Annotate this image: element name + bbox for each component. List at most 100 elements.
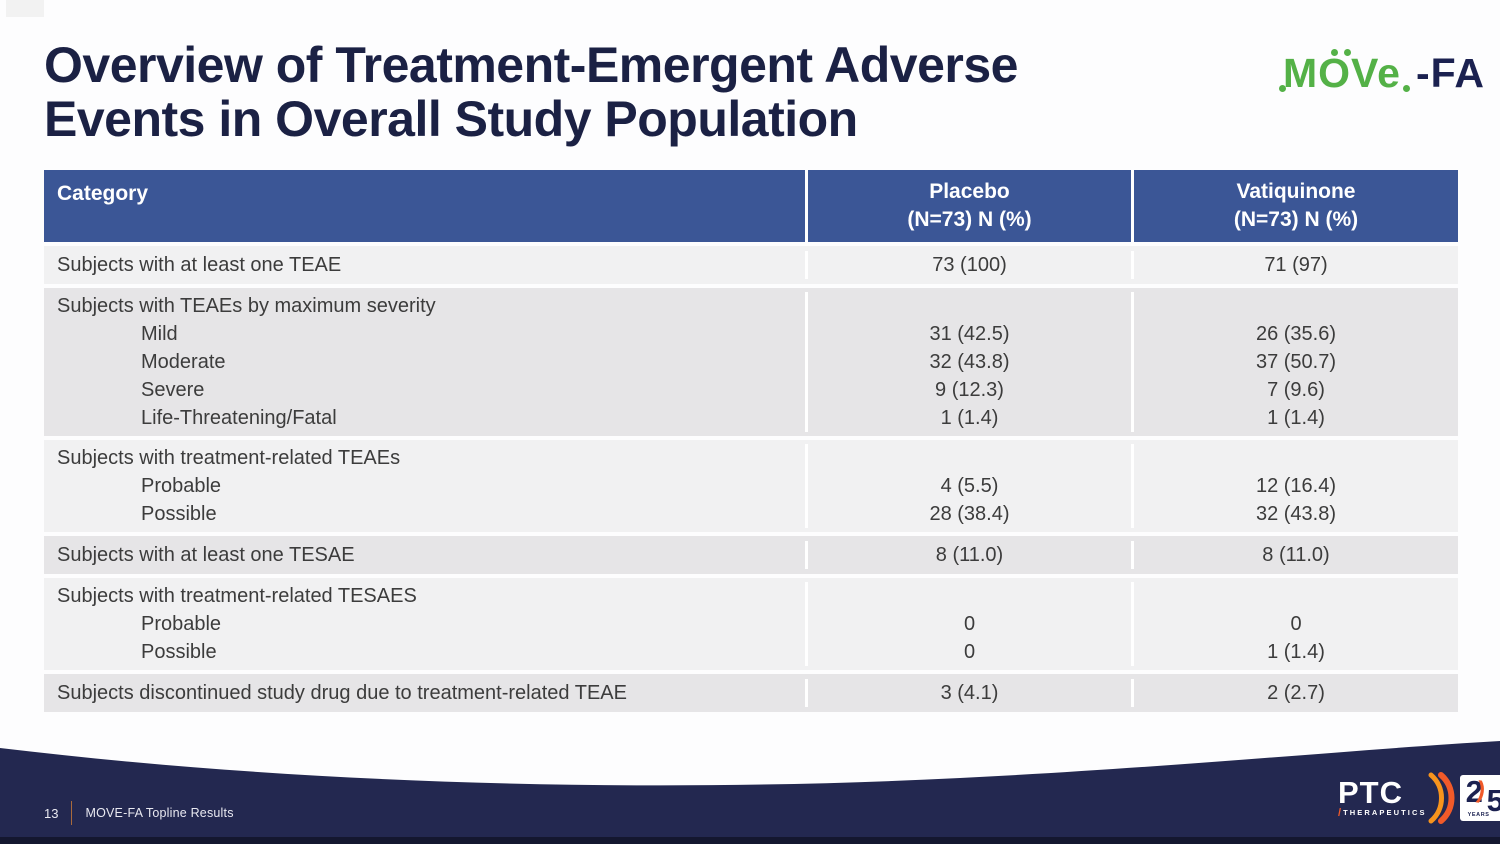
logo-dot-icon — [1402, 85, 1410, 92]
placebo-value: 28 (38.4) — [808, 500, 1134, 528]
slide-title-line1: Overview of Treatment-Emergent Adverse — [44, 37, 1018, 93]
footer-wave — [0, 741, 1500, 844]
move-fa-logo: MOVe -FA — [1279, 49, 1485, 97]
placebo-value: 0 — [808, 610, 1134, 638]
vatiquinone-value: 26 (35.6) — [1255, 323, 1337, 345]
ptc-name: PTC — [1338, 774, 1403, 810]
adverse-events-table: Category Placebo (N=73) N (%) Vatiquinon… — [44, 170, 1458, 716]
move-fa-logo-fa: -FA — [1415, 50, 1485, 96]
footer-wave-shape — [0, 741, 1500, 844]
placebo-value: 0 — [808, 638, 1134, 666]
row-label: Probable — [44, 472, 808, 500]
table-row: Subjects with treatment-related TESAES — [44, 582, 1458, 610]
move-fa-logo-move-text: MOVe — [1283, 50, 1401, 96]
ptc-25-years-badge: 2 ) 5 YEARS — [1459, 774, 1500, 821]
placebo-value: 32 (43.8) — [808, 348, 1134, 376]
ptc-years-digit-2: 2 — [1465, 774, 1483, 809]
table-row: Possible 0 1 (1.4) — [44, 638, 1458, 666]
vatiquinone-value: 2 (2.7) — [1267, 682, 1325, 704]
row-label: Mild — [44, 320, 808, 348]
vatiquinone-value: 8 (11.0) — [1262, 544, 1330, 566]
slide-title: Overview of Treatment-Emergent Adverse E… — [44, 38, 1144, 146]
table-row: Probable 4 (5.5) 12 (16.4) — [44, 472, 1458, 500]
row-label: Subjects with treatment-related TEAEs — [44, 444, 808, 472]
placebo-value: 73 (100) — [808, 251, 1134, 279]
row-label: Severe — [44, 376, 808, 404]
table-row: Probable 0 0 — [44, 610, 1458, 638]
vatiquinone-value: 32 (43.8) — [1255, 503, 1337, 525]
ptc-swoosh-icon — [1428, 772, 1455, 824]
header-vatiquinone: Vatiquinone (N=73) N (%) — [1134, 170, 1458, 242]
header-vatiquinone-line1: Vatiquinone — [1236, 180, 1356, 203]
placebo-value: 3 (4.1) — [808, 679, 1134, 707]
table-row: Subjects with at least one TESAE 8 (11.0… — [44, 541, 1458, 569]
placebo-value: 9 (12.3) — [808, 376, 1134, 404]
row-label: Subjects with at least one TESAE — [44, 541, 808, 569]
table-section: Subjects with at least one TEAE 73 (100)… — [44, 246, 1458, 284]
header-placebo-line2: (N=73) N (%) — [907, 208, 1032, 231]
footer-divider — [71, 801, 73, 825]
table-section: Subjects discontinued study drug due to … — [44, 674, 1458, 712]
table-row: Subjects with treatment-related TEAEs — [44, 444, 1458, 472]
ptc-years-label: YEARS — [1467, 812, 1490, 818]
vatiquinone-value: 7 (9.6) — [1267, 379, 1325, 401]
ptc-therapeutics-logo: PTC / THERAPEUTICS 2 ) 5 YEARS — [1338, 772, 1500, 824]
table-section: Subjects with treatment-related TEAEs Pr… — [44, 440, 1458, 532]
vatiquinone-value: 0 — [1290, 613, 1302, 635]
vatiquinone-value: 1 (1.4) — [1267, 641, 1325, 663]
table-row: Subjects with at least one TEAE 73 (100)… — [44, 251, 1458, 279]
page-number: 13 — [44, 805, 59, 821]
ptc-years-digit-5: 5 — [1486, 783, 1500, 818]
ptc-subtitle: THERAPEUTICS — [1343, 808, 1427, 817]
row-label: Moderate — [44, 348, 808, 376]
table-row: Subjects discontinued study drug due to … — [44, 679, 1458, 707]
row-label: Life-Threatening/Fatal — [44, 404, 808, 432]
table-row: Moderate 32 (43.8) 37 (50.7) — [44, 348, 1458, 376]
vatiquinone-value — [1134, 582, 1458, 610]
table-row: Life-Threatening/Fatal 1 (1.4) 1 (1.4) — [44, 404, 1458, 432]
placebo-value: 31 (42.5) — [808, 320, 1134, 348]
table-row: Severe 9 (12.3) 7 (9.6) — [44, 376, 1458, 404]
logo-dot-icon — [1331, 49, 1338, 56]
row-label: Subjects with treatment-related TESAES — [44, 582, 808, 610]
header-placebo: Placebo (N=73) N (%) — [808, 170, 1134, 242]
footer-label: MOVE-FA Topline Results — [85, 806, 234, 820]
logo-dot-icon — [1344, 49, 1351, 56]
ptc-slash-icon: / — [1338, 806, 1342, 819]
slide-title-line2: Events in Overall Study Population — [44, 91, 858, 147]
table-section: Subjects with treatment-related TESAES P… — [44, 578, 1458, 670]
header-placebo-line1: Placebo — [929, 180, 1010, 203]
vatiquinone-value: 1 (1.4) — [1267, 407, 1325, 429]
table-section: Subjects with at least one TESAE 8 (11.0… — [44, 536, 1458, 574]
move-fa-logo-move: MOVe — [1279, 49, 1410, 97]
vatiquinone-value: 37 (50.7) — [1255, 351, 1337, 373]
table-section: Subjects with TEAEs by maximum severity … — [44, 288, 1458, 436]
vatiquinone-value: 71 (97) — [1264, 254, 1328, 276]
table-header-row: Category Placebo (N=73) N (%) Vatiquinon… — [44, 170, 1458, 242]
row-label: Probable — [44, 610, 808, 638]
header-vatiquinone-line2: (N=73) N (%) — [1233, 208, 1359, 231]
placebo-value — [808, 582, 1134, 610]
table-row: Subjects with TEAEs by maximum severity — [44, 292, 1458, 320]
vatiquinone-value — [1134, 444, 1458, 472]
ptc-sub-row: / THERAPEUTICS — [1338, 807, 1427, 819]
table-row: Mild 31 (42.5) 26 (35.6) — [44, 320, 1458, 348]
screen-artifact — [6, 0, 44, 17]
vatiquinone-value: 12 (16.4) — [1255, 475, 1337, 497]
row-label: Possible — [44, 638, 808, 666]
ptc-text-block: PTC / THERAPEUTICS — [1338, 774, 1427, 819]
footer-meta: 13 MOVE-FA Topline Results — [44, 801, 234, 825]
row-label: Subjects with at least one TEAE — [44, 251, 808, 279]
logo-dot-icon — [1279, 85, 1286, 92]
vatiquinone-value — [1134, 292, 1458, 320]
table-row: Possible 28 (38.4) 32 (43.8) — [44, 500, 1458, 528]
row-label: Possible — [44, 500, 808, 528]
header-category: Category — [44, 170, 808, 242]
row-label: Subjects discontinued study drug due to … — [44, 679, 808, 707]
placebo-value — [808, 444, 1134, 472]
placebo-value: 4 (5.5) — [808, 472, 1134, 500]
bottom-edge — [0, 837, 1500, 844]
placebo-value: 8 (11.0) — [808, 541, 1134, 569]
row-label: Subjects with TEAEs by maximum severity — [44, 292, 808, 320]
placebo-value: 1 (1.4) — [808, 404, 1134, 432]
